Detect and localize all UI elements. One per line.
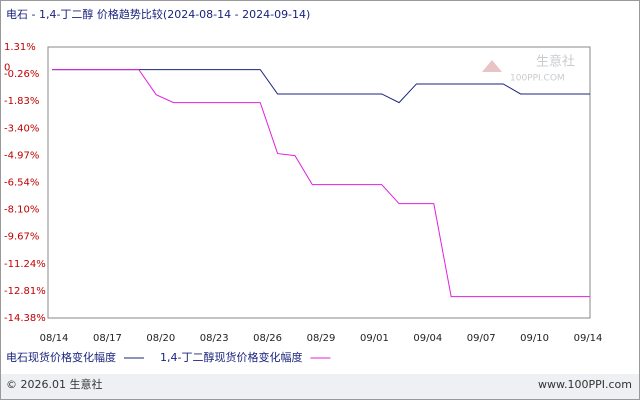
x-tick-label: 08/26: [253, 333, 282, 344]
y-tick-label: -8.10%: [4, 205, 39, 216]
y-tick-label: -0.26%: [4, 69, 39, 80]
plot-area: [47, 46, 591, 319]
y-tick-label: -1.83%: [4, 96, 39, 107]
footer-left: © 2026.01 生意社: [6, 377, 102, 391]
y-tick-label: -12.81%: [4, 286, 46, 297]
x-tick-label: 09/14: [574, 333, 603, 344]
watermark-logo: [482, 60, 502, 72]
footer-bar: [1, 374, 639, 399]
x-tick-label: 08/20: [146, 333, 175, 344]
x-tick-label: 09/01: [360, 333, 389, 344]
series-line: [52, 69, 590, 104]
legend-label: 电石现货价格变化幅度: [6, 350, 116, 364]
x-tick-label: 08/14: [40, 333, 69, 344]
watermark: 100PPI.COM: [510, 74, 565, 84]
x-tick-label: 08/23: [200, 333, 229, 344]
y-tick-label: -4.97%: [4, 150, 39, 161]
x-tick-label: 08/29: [307, 333, 336, 344]
legend-label: 1,4-丁二醇现货价格变化幅度: [160, 350, 302, 364]
y-tick-label: -6.54%: [4, 178, 39, 189]
x-tick-label: 09/04: [413, 333, 442, 344]
x-tick-label: 09/07: [467, 333, 496, 344]
footer-right: www.100PPI.com: [538, 378, 632, 391]
series-line: [52, 69, 590, 298]
zero-tick-label: 0: [4, 63, 10, 74]
y-tick-label: 1.31%: [4, 42, 36, 53]
x-tick-label: 08/17: [93, 333, 122, 344]
watermark: 生意社: [536, 54, 575, 70]
chart-title: 电石 - 1,4-丁二醇 价格趋势比较(2024-08-14 - 2024-09…: [6, 7, 310, 21]
y-tick-label: -3.40%: [4, 123, 39, 134]
y-tick-label: -11.24%: [4, 259, 46, 270]
y-tick-label: -14.38%: [4, 313, 46, 324]
x-tick-label: 09/10: [520, 333, 549, 344]
y-tick-label: -9.67%: [4, 232, 39, 243]
